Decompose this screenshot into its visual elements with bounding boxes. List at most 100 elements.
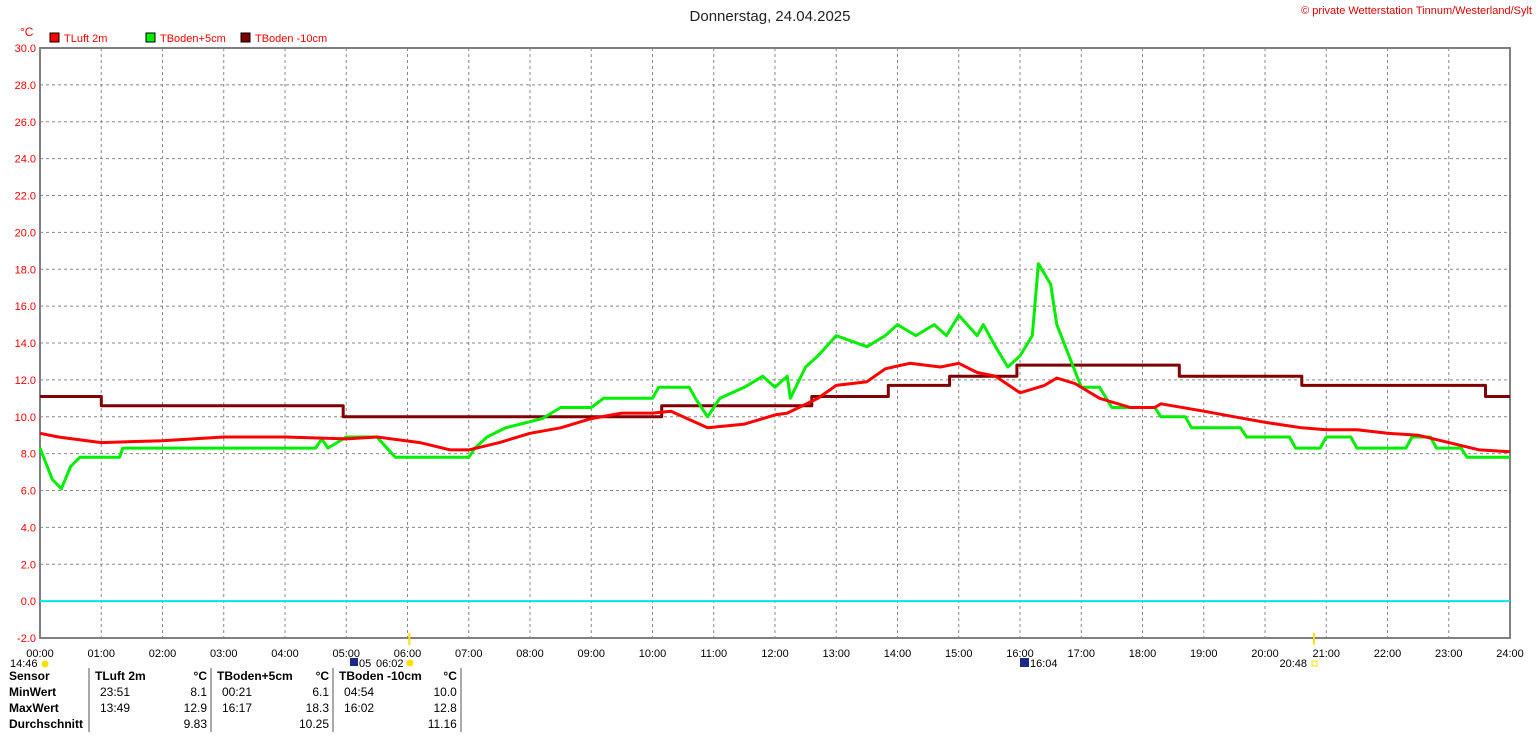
moon-icon	[41, 660, 49, 668]
copyright: © private Wetterstation Tinnum/Westerlan…	[1301, 5, 1532, 17]
x-tick-label: 19:00	[1190, 648, 1218, 660]
stats-v2: 18.3	[305, 701, 330, 715]
x-tick-label: 23:00	[1435, 648, 1463, 660]
x-tick-label: 09:00	[577, 648, 605, 660]
sunset-icon	[1311, 660, 1318, 667]
chart-title: Donnerstag, 24.04.2025	[690, 8, 851, 25]
y-tick-label: 28.0	[15, 80, 36, 92]
stats-t2: 00:21	[210, 684, 296, 700]
y-tick-label: 18.0	[15, 264, 36, 276]
stats-v2: 10.25	[299, 717, 330, 731]
y-tick-label: 2.0	[21, 559, 36, 571]
stats-v2: 6.1	[312, 685, 330, 699]
y-tick-label: 4.0	[21, 522, 36, 534]
series-line-tboden-5cm	[38, 262, 1510, 491]
y-axis-unit: °C	[20, 25, 34, 39]
axes: -2.0 0.0 2.0 4.0 6.0 8.0 10.0 12.0 14.0 16.0 18.0 2…	[15, 43, 1524, 660]
x-tick-label: 21:00	[1312, 648, 1340, 660]
stats-v1: 12.9	[183, 701, 207, 715]
stats-v1: 9.83	[183, 717, 207, 731]
series	[38, 262, 1511, 603]
header-unit: °C	[315, 669, 330, 683]
temperature-chart: Donnerstag, 24.04.2025 © private Wetters…	[10, 5, 1532, 668]
y-tick-label: 24.0	[15, 154, 36, 166]
stats-v3: 12.8	[424, 700, 462, 716]
moonrise-icon	[1020, 658, 1029, 667]
grid	[40, 48, 1510, 638]
sun-icon	[406, 659, 414, 667]
stats-t3	[332, 716, 425, 732]
x-tick-label: 03:00	[210, 648, 238, 660]
x-tick-label: 11:00	[700, 648, 727, 660]
header-unit: °C	[193, 669, 207, 683]
stats-t3: 16:02	[332, 700, 425, 716]
y-tick-label: 14.0	[15, 338, 36, 350]
x-tick-label: 18:00	[1129, 648, 1157, 660]
x-tick-label: 02:00	[149, 648, 177, 660]
header-tboden10: TBoden -10cm	[332, 668, 425, 684]
astro-time: 14:46	[10, 658, 38, 668]
stats-header-row: Sensor TLuft 2m °C TBoden+5cm °C TBoden …	[6, 668, 462, 684]
stats-t1: 13:49	[88, 700, 166, 716]
stats-label: MinWert	[9, 685, 57, 699]
x-tick-label: 22:00	[1374, 648, 1402, 660]
astro-annotations: 14:46 05 06:02 16:04 20:48	[10, 633, 1318, 668]
plot-frame	[39, 47, 1511, 639]
x-tick-label: 17:00	[1067, 648, 1095, 660]
stats-t1	[88, 716, 166, 732]
sunrise-civil-icon	[350, 658, 358, 666]
stats-t2	[210, 716, 296, 732]
y-tick-label: 20.0	[15, 227, 36, 239]
x-tick-label: 07:00	[455, 648, 483, 660]
x-tick-label: 16:00	[1006, 648, 1034, 660]
stats-table: Sensor TLuft 2m °C TBoden+5cm °C TBoden …	[6, 668, 462, 732]
y-tick-label: 26.0	[15, 117, 36, 129]
y-tick-label: -2.0	[17, 633, 36, 645]
x-tick-label: 12:00	[761, 648, 789, 660]
header-tluft: TLuft 2m	[88, 668, 166, 684]
x-tick-label: 04:00	[271, 648, 299, 660]
stats-v1: 8.1	[190, 685, 207, 699]
x-tick-label: 20:00	[1251, 648, 1279, 660]
stats-row: MaxWert 13:49 12.9 16:17 18.3 16:02 12.8	[6, 700, 462, 716]
x-tick-label: 06:00	[394, 648, 422, 660]
x-tick-label: 14:00	[884, 648, 912, 660]
astro-time: 05	[359, 658, 371, 668]
legend-swatch	[240, 32, 251, 43]
legend: TLuft 2m TBoden+5cm TBoden -10cm	[49, 32, 327, 45]
y-tick-label: 6.0	[21, 486, 36, 498]
header-tboden5: TBoden+5cm	[210, 668, 296, 684]
y-tick-label: 30.0	[15, 43, 36, 55]
stats-t3: 04:54	[332, 684, 425, 700]
y-tick-label: 22.0	[15, 191, 36, 203]
stats-label: MaxWert	[9, 701, 59, 715]
x-tick-label: 24:00	[1496, 648, 1524, 660]
astro-time: 06:02	[376, 658, 404, 668]
x-tick-label: 01:00	[87, 648, 115, 660]
stats-t1: 23:51	[88, 684, 166, 700]
x-tick-label: 05:00	[332, 648, 360, 660]
y-tick-label: 16.0	[15, 301, 36, 313]
y-tick-label: 8.0	[21, 449, 36, 461]
stats-row: MinWert 23:51 8.1 00:21 6.1 04:54 10.0	[6, 684, 462, 700]
x-tick-label: 08:00	[516, 648, 544, 660]
legend-label: TBoden -10cm	[255, 33, 327, 45]
series-line-tboden-10cm	[40, 363, 1510, 419]
stats-v3: 11.16	[424, 716, 462, 732]
y-tick-label: 12.0	[15, 375, 36, 387]
x-tick-label: 15:00	[945, 648, 973, 660]
legend-swatch	[145, 32, 156, 43]
stats-v3: 10.0	[424, 684, 462, 700]
stats-label: Durchschnitt	[9, 717, 84, 731]
stats-t2: 16:17	[210, 700, 296, 716]
stats-row: Durchschnitt 9.83 10.25 11.16	[6, 716, 462, 732]
header-sensor: Sensor	[9, 669, 50, 683]
legend-label: TBoden+5cm	[160, 33, 226, 45]
y-tick-label: 0.0	[21, 596, 36, 608]
series-line-tluft-2m	[39, 361, 1511, 454]
legend-label: TLuft 2m	[64, 33, 107, 45]
y-tick-label: 10.0	[15, 412, 36, 424]
x-tick-label: 00:00	[26, 648, 54, 660]
header-unit: °C	[424, 668, 462, 684]
x-tick-label: 10:00	[639, 648, 667, 660]
